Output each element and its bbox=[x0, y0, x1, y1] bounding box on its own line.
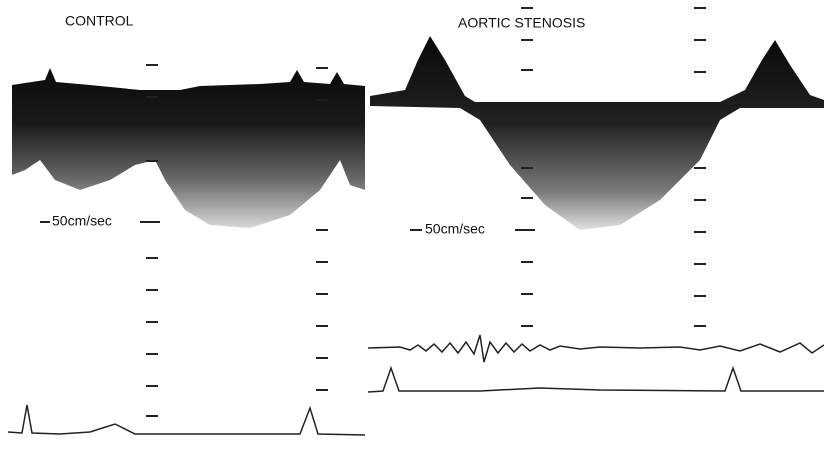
ecg-trace bbox=[8, 405, 365, 435]
spectral-envelope bbox=[370, 36, 824, 230]
doppler-figure: CONTROL 50cm/sec AORTIC STENOSIS bbox=[0, 0, 824, 464]
stenosis-panel: AORTIC STENOSIS 50cm/sec bbox=[368, 8, 824, 392]
scale-label: 50cm/sec bbox=[52, 213, 112, 229]
spectral-envelope bbox=[12, 68, 365, 228]
panel-title: AORTIC STENOSIS bbox=[458, 15, 585, 31]
control-panel: CONTROL 50cm/sec bbox=[8, 13, 365, 435]
phono-trace bbox=[368, 335, 824, 362]
scale-label: 50cm/sec bbox=[425, 221, 485, 237]
panel-title: CONTROL bbox=[65, 13, 134, 29]
ecg-trace bbox=[368, 368, 824, 392]
